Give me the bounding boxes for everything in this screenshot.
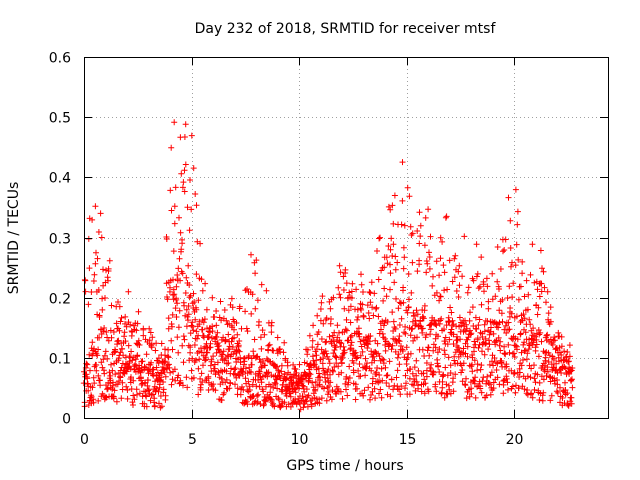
- y-tick-label: 0.4: [49, 171, 71, 187]
- y-tick-label: 0.1: [49, 352, 71, 368]
- x-tick-label: 5: [188, 432, 197, 448]
- y-axis-label: SRMTID / TECUs: [6, 182, 22, 295]
- chart-title: Day 232 of 2018, SRMTID for receiver mts…: [195, 21, 497, 37]
- y-tick-label: 0: [62, 412, 71, 428]
- x-axis-label: GPS time / hours: [286, 458, 403, 474]
- x-tick-label: 15: [399, 432, 417, 448]
- y-tick-label: 0.2: [49, 292, 71, 308]
- y-tick-label: 0.6: [49, 51, 71, 67]
- y-tick-labels: 0 0.1 0.2 0.3 0.4 0.5 0.6: [49, 51, 71, 428]
- y-tick-label: 0.5: [49, 111, 71, 127]
- axis-ticks: [84, 57, 608, 419]
- x-tick-label: 0: [80, 432, 89, 448]
- data-points: [80, 119, 576, 413]
- y-tick-label: 0.3: [49, 232, 71, 248]
- srmtid-series-points: [80, 119, 576, 413]
- x-tick-label: 10: [291, 432, 309, 448]
- x-tick-label: 20: [506, 432, 524, 448]
- x-tick-labels: 0 5 10 15 20: [80, 432, 523, 448]
